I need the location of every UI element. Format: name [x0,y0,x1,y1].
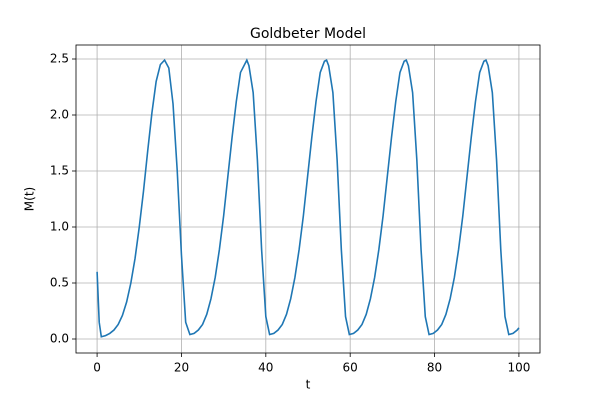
y-tick-label: 0.5 [50,276,69,290]
line-series [96,58,520,338]
x-tick-label: 0 [93,361,101,375]
x-tick-label: 20 [174,361,189,375]
y-tick-label: 0.0 [50,332,69,346]
chart-title: Goldbeter Model [250,26,366,42]
y-axis-label: M(t) [23,187,37,211]
x-tick-label: 40 [258,361,273,375]
x-tick-label: 60 [343,361,358,375]
x-axis-label: t [306,378,311,392]
plot-frame [75,44,541,354]
y-tick-label: 2.5 [50,52,69,66]
y-tick-label: 1.0 [50,220,69,234]
x-tick-label: 80 [427,361,442,375]
y-tick-label: 2.0 [50,108,69,122]
x-tick-label: 100 [507,361,530,375]
y-tick-label: 1.5 [50,164,69,178]
